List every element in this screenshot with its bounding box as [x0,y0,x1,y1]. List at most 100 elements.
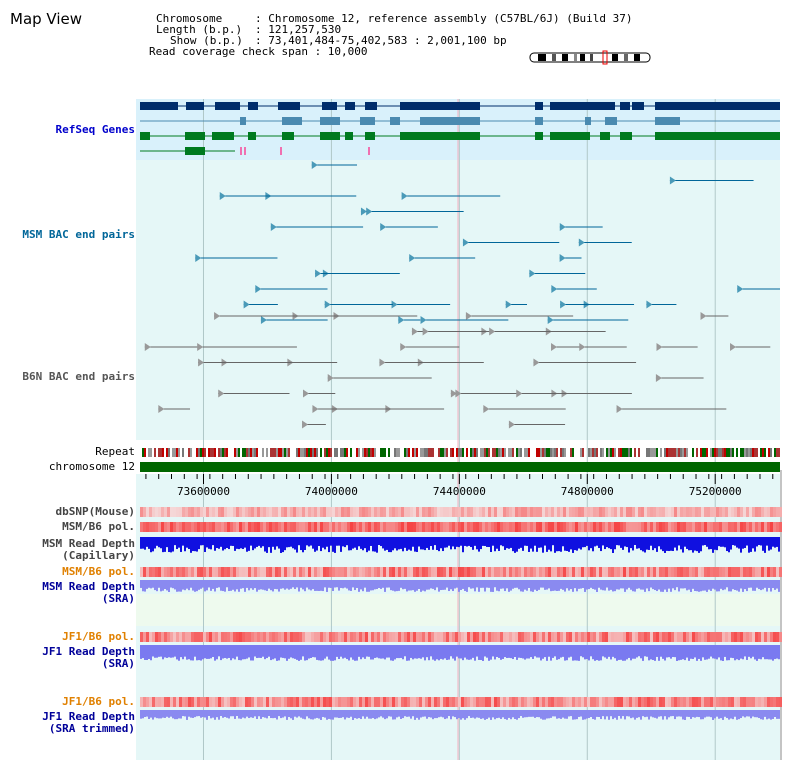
heat-cell [167,507,170,517]
depth-bar [392,537,394,551]
heat-cell [266,507,269,517]
depth-bar [664,710,666,717]
heat-cell [731,567,734,577]
depth-bar [698,710,700,718]
depth-bar [528,537,530,552]
depth-bar [504,710,506,720]
repeat-element [728,448,730,457]
depth-bar [568,580,570,591]
heat-cell [233,697,236,707]
depth-bar [670,645,672,659]
heat-cell [536,632,539,642]
heat-cell [233,522,236,532]
depth-bar [436,645,438,660]
heat-cell [665,632,668,642]
depth-bar [172,645,174,658]
heat-cell [602,567,605,577]
heat-cell [731,697,734,707]
repeat-element [220,448,222,457]
heat-cell [779,522,782,532]
repeat-element [474,448,476,457]
depth-bar [416,710,418,718]
heat-cell [656,567,659,577]
heat-cell [443,522,446,532]
heat-cell [626,697,629,707]
repeat-element [312,448,314,457]
depth-bar [438,537,440,552]
depth-bar [764,710,766,717]
depth-bar [182,537,184,546]
heat-cell [737,697,740,707]
depth-bar [322,710,324,717]
repeat-element [756,448,758,457]
heat-cell [152,632,155,642]
depth-bar [256,537,258,547]
depth-bar [292,537,294,549]
depth-bar [360,537,362,549]
heat-cell [203,567,206,577]
depth-bar [420,580,422,592]
heat-cell [434,522,437,532]
heat-cell [440,522,443,532]
depth-bar [752,580,754,591]
repeat-element [396,448,398,457]
heat-cell [773,632,776,642]
depth-bar [432,580,434,589]
repeat-element [656,448,658,457]
repeat-element [182,448,184,457]
repeat-element [296,448,298,457]
heat-cell [674,522,677,532]
heat-cell [542,697,545,707]
heat-cell [641,522,644,532]
heat-cell [659,632,662,642]
gene-block [320,117,340,125]
depth-bar [614,580,616,592]
depth-bar [582,580,584,588]
depth-bar [426,710,428,719]
repeat-element [614,448,616,457]
heat-cell [428,507,431,517]
depth-bar [646,537,648,550]
heat-cell [257,697,260,707]
depth-bar [200,710,202,718]
depth-bar [768,710,770,719]
depth-bar [746,580,748,592]
bac-end-marker [560,300,567,309]
depth-bar [606,537,608,548]
heat-cell [575,697,578,707]
depth-bar [184,645,186,657]
heat-cell [656,507,659,517]
heat-cell [383,632,386,642]
depth-bar [174,710,176,720]
heat-cell [698,522,701,532]
depth-bar [740,537,742,553]
repeat-element [274,448,276,457]
depth-bar [500,645,502,660]
depth-bar [190,645,192,661]
gene-block [320,132,340,140]
depth-bar [760,537,762,546]
heat-cell [428,567,431,577]
depth-bar [226,580,228,588]
depth-bar [424,645,426,661]
depth-bar [538,580,540,590]
depth-bar [176,580,178,592]
depth-bar [694,645,696,658]
heat-cell [632,632,635,642]
depth-bar [556,537,558,552]
show-value: : 73,401,484-75,402,583 : 2,001,100 bp [255,34,507,47]
bac-end-marker [158,405,165,413]
depth-bar [204,537,206,552]
gene-block [400,132,480,140]
repeat-element [394,448,396,457]
depth-bar [578,645,580,661]
depth-bar [352,537,354,549]
heat-cell [509,507,512,517]
depth-bar [502,580,504,589]
depth-bar [234,710,236,719]
heat-cell [266,522,269,532]
depth-bar [414,710,416,720]
heat-cell [404,567,407,577]
heat-cell [326,522,329,532]
